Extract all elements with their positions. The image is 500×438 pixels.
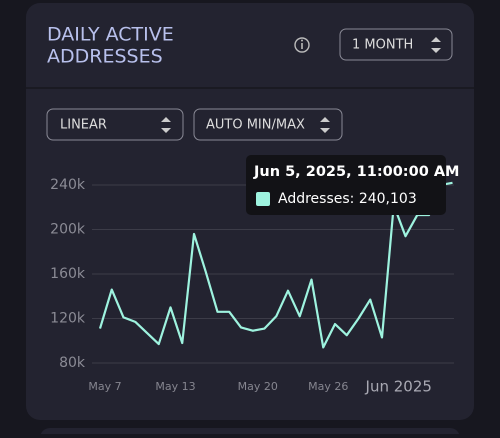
select-label: LINEAR: [60, 118, 107, 133]
scale-select[interactable]: LINEAR: [46, 108, 184, 141]
x-tick-label: May 20: [238, 380, 278, 393]
range-select[interactable]: 1 MONTH: [339, 28, 453, 61]
y-tick-label: 160k: [50, 266, 86, 282]
bounds-select[interactable]: AUTO MIN/MAX: [193, 108, 343, 141]
tooltip-swatch: [256, 192, 270, 206]
next-card: [40, 428, 460, 438]
tooltip-title: Jun 5, 2025, 11:00:00 AM: [253, 164, 459, 180]
select-label: AUTO MIN/MAX: [206, 118, 305, 133]
tooltip-box: [246, 155, 446, 215]
x-tick-label: May 13: [155, 380, 195, 393]
title-line: ADDRESSES: [47, 46, 163, 68]
tooltip-text: Addresses: 240,103: [278, 191, 417, 207]
x-tick-label: May 7: [88, 380, 121, 393]
y-tick-label: 120k: [50, 311, 86, 327]
select-label: 1 MONTH: [352, 38, 413, 53]
info-icon[interactable]: [294, 37, 310, 53]
tooltip: Jun 5, 2025, 11:00:00 AM Addresses: 240,…: [246, 155, 459, 215]
x-tick-label: Jun 2025: [365, 378, 432, 396]
y-tick-label: 200k: [50, 222, 86, 238]
y-tick-label: 240k: [50, 177, 86, 193]
y-tick-label: 80k: [59, 355, 86, 371]
title-line: DAILY ACTIVE: [47, 24, 174, 46]
x-tick-label: May 26: [308, 380, 348, 393]
